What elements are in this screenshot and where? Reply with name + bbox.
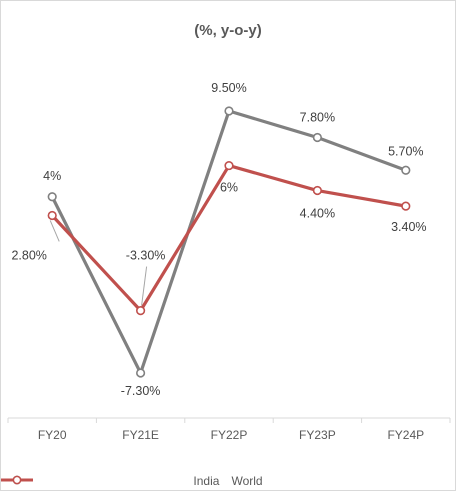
data-label-world-fy21e: -3.30% bbox=[126, 249, 166, 263]
legend: India World bbox=[0, 474, 456, 488]
legend-item-world: World bbox=[1, 474, 263, 488]
series-line-india bbox=[50, 109, 408, 375]
leader-line-world-fy20 bbox=[49, 220, 60, 242]
legend-label-world: World bbox=[231, 474, 263, 488]
x-tick-label-fy22p: FY22P bbox=[211, 428, 248, 442]
data-point-india-fy23p bbox=[312, 132, 323, 143]
legend-label-india: India bbox=[193, 474, 220, 488]
data-point-world-fy24p bbox=[401, 201, 411, 211]
data-label-india-fy21e: -7.30% bbox=[121, 384, 161, 398]
x-tick-label-fy24p: FY24P bbox=[387, 428, 424, 442]
legend-marker-world bbox=[1, 475, 33, 485]
x-tick-label-fy21e: FY21E bbox=[122, 428, 159, 442]
data-label-india-fy24p: 5.70% bbox=[388, 144, 423, 158]
data-point-india-fy20 bbox=[47, 192, 57, 202]
data-point-world-fy21e bbox=[136, 306, 146, 316]
x-tick-label-fy20: FY20 bbox=[38, 428, 67, 442]
data-point-india-fy22p bbox=[224, 106, 234, 116]
data-label-world-fy23p: 4.40% bbox=[300, 207, 335, 221]
data-point-world-fy20 bbox=[47, 210, 57, 221]
legend-item-india: India bbox=[1, 474, 220, 488]
data-label-world-fy22p: 6% bbox=[220, 181, 238, 195]
data-point-india-fy21e bbox=[136, 368, 146, 378]
data-point-world-fy23p bbox=[312, 185, 323, 196]
data-point-world-fy22p bbox=[224, 160, 234, 171]
data-point-india-fy24p bbox=[401, 165, 411, 175]
data-label-world-fy20: 2.80% bbox=[11, 248, 46, 262]
leader-line-world-fy21e bbox=[141, 266, 148, 306]
data-label-india-fy23p: 7.80% bbox=[300, 111, 335, 125]
x-tick-label-fy23p: FY23P bbox=[299, 428, 336, 442]
chart-title: (%, y-o-y) bbox=[194, 22, 262, 39]
data-label-world-fy24p: 3.40% bbox=[391, 220, 426, 234]
data-label-india-fy22p: 9.50% bbox=[211, 81, 246, 95]
data-label-india-fy20: 4% bbox=[43, 169, 61, 183]
